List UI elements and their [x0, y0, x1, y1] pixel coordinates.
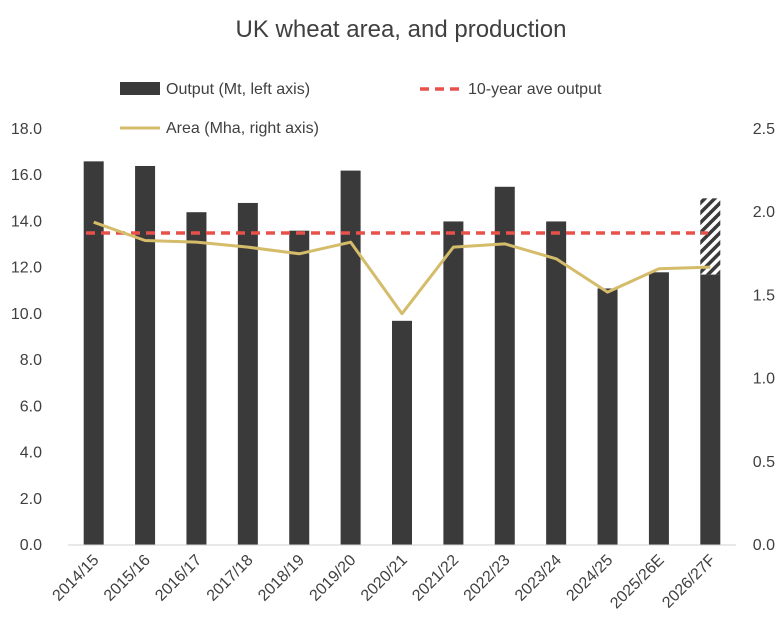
left-axis-ticks: 0.0 2.0 4.0 6.0 8.0 10.0 12.0 14.0 16.0 18.0	[11, 121, 42, 554]
right-tick-label-4: 2.0	[753, 204, 775, 221]
x-tick-label-12: 2026/27F	[659, 552, 719, 612]
forecast-range-bar	[700, 198, 721, 275]
area-line	[93, 220, 711, 316]
legend: Output (Mt, left axis) 10-year ave output…	[120, 81, 602, 137]
left-tick-label-3: 6.0	[20, 398, 42, 415]
output-bar-12	[700, 274, 721, 545]
chart-title: UK wheat area, and production	[236, 16, 567, 43]
output-bar-0	[83, 161, 104, 545]
output-bar-10	[597, 288, 618, 545]
left-tick-label-6: 12.0	[11, 260, 42, 277]
x-tick-label-2: 2016/17	[152, 552, 205, 605]
x-tick-label-0: 2014/15	[50, 552, 103, 605]
left-tick-label-9: 18.0	[11, 121, 42, 138]
x-tick-label-10: 2024/25	[563, 552, 616, 605]
bars	[83, 161, 721, 545]
legend-swatch-output	[120, 82, 160, 95]
x-tick-label-7: 2021/22	[409, 552, 462, 605]
lines	[86, 220, 711, 316]
x-tick-label-11: 2025/26E	[607, 552, 667, 612]
x-tick-label-4: 2018/19	[255, 552, 308, 605]
x-tick-label-9: 2023/24	[512, 552, 565, 605]
legend-label-area: Area (Mha, right axis)	[166, 120, 319, 137]
x-axis: 2014/152015/162016/172017/182018/192019/…	[50, 544, 736, 612]
left-tick-label-1: 2.0	[20, 491, 42, 508]
x-tick-label-5: 2019/20	[307, 552, 360, 605]
right-tick-label-2: 1.0	[753, 371, 775, 388]
right-tick-label-3: 1.5	[753, 287, 775, 304]
output-bar-8	[494, 186, 515, 545]
left-tick-label-0: 0.0	[20, 537, 42, 554]
output-bar-11	[648, 272, 669, 545]
output-bar-3	[237, 202, 258, 545]
right-tick-label-5: 2.5	[753, 121, 775, 138]
x-tick-label-6: 2020/21	[358, 552, 411, 605]
right-tick-label-0: 0.0	[753, 537, 775, 554]
x-tick-label-3: 2017/18	[204, 552, 257, 605]
left-tick-label-2: 4.0	[20, 445, 42, 462]
right-tick-label-1: 0.5	[753, 454, 775, 471]
left-tick-label-4: 8.0	[20, 352, 42, 369]
output-bar-2	[186, 212, 207, 545]
right-axis-ticks: 0.0 0.5 1.0 1.5 2.0 2.5	[753, 121, 775, 554]
left-tick-label-8: 16.0	[11, 167, 42, 184]
output-bar-9	[546, 221, 567, 545]
output-bar-1	[135, 165, 156, 545]
output-bar-4	[289, 230, 310, 545]
legend-label-average: 10-year ave output	[468, 81, 602, 98]
left-tick-label-7: 14.0	[11, 213, 42, 230]
output-bar-6	[392, 320, 412, 545]
left-tick-label-5: 10.0	[11, 306, 42, 323]
output-bar-5	[340, 170, 361, 545]
x-tick-label-8: 2022/23	[461, 552, 514, 605]
legend-label-output: Output (Mt, left axis)	[166, 81, 310, 98]
output-bar-7	[443, 221, 464, 545]
x-tick-label-1: 2015/16	[101, 552, 154, 605]
